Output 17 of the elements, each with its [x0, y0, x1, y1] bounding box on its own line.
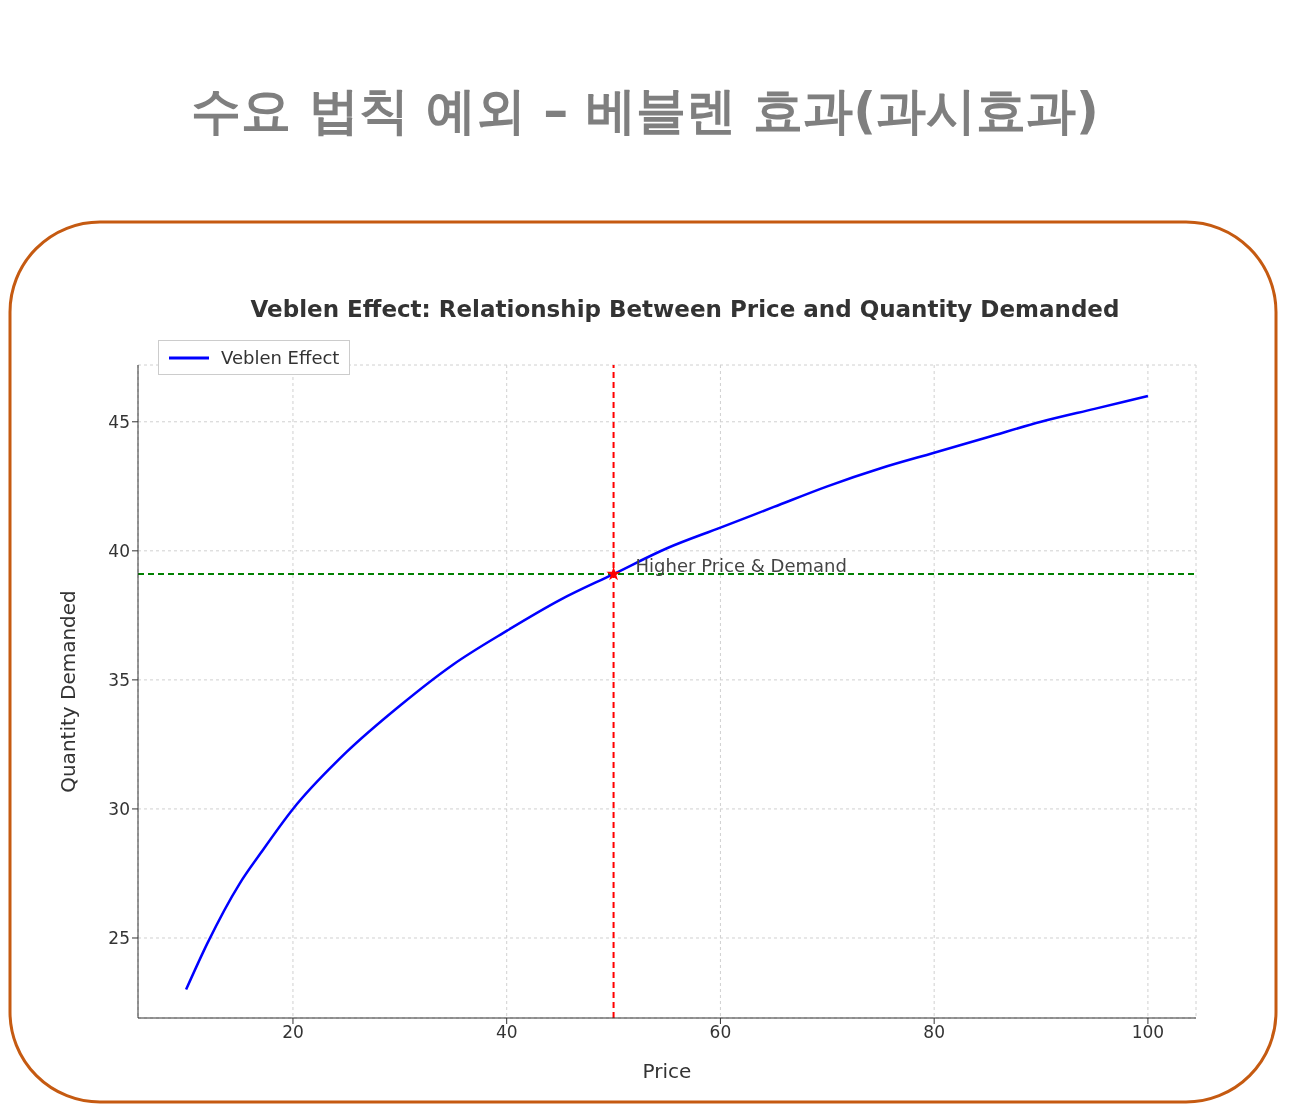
chart-subtitle: Veblen Effect: Relationship Between Price and Quantity Demanded — [249, 296, 1121, 322]
y-tick-label: 40 — [108, 540, 130, 561]
y-tick-label: 30 — [108, 798, 130, 819]
x-tick-label: 100 — [1131, 1022, 1165, 1043]
y-tick-label: 35 — [108, 669, 130, 690]
chart-title: 수요 법칙 예외 – 베블렌 효과(과시효과) — [190, 81, 1100, 142]
line-series — [184, 394, 1150, 991]
annotation: Higher Price & Demand — [635, 555, 847, 577]
x-tick-label: 60 — [709, 1022, 732, 1043]
y-tick-label: 45 — [108, 411, 130, 432]
x-tick-label: 80 — [923, 1022, 945, 1043]
x-tick-label: 20 — [282, 1022, 304, 1043]
y-tick-label: 25 — [108, 928, 130, 949]
legend-label: Veblen Effect — [220, 347, 340, 368]
x-tick-label: 40 — [495, 1022, 518, 1043]
y-axis-title: Quantity Demanded — [56, 590, 81, 793]
x-axis-title: Price — [642, 1059, 692, 1083]
